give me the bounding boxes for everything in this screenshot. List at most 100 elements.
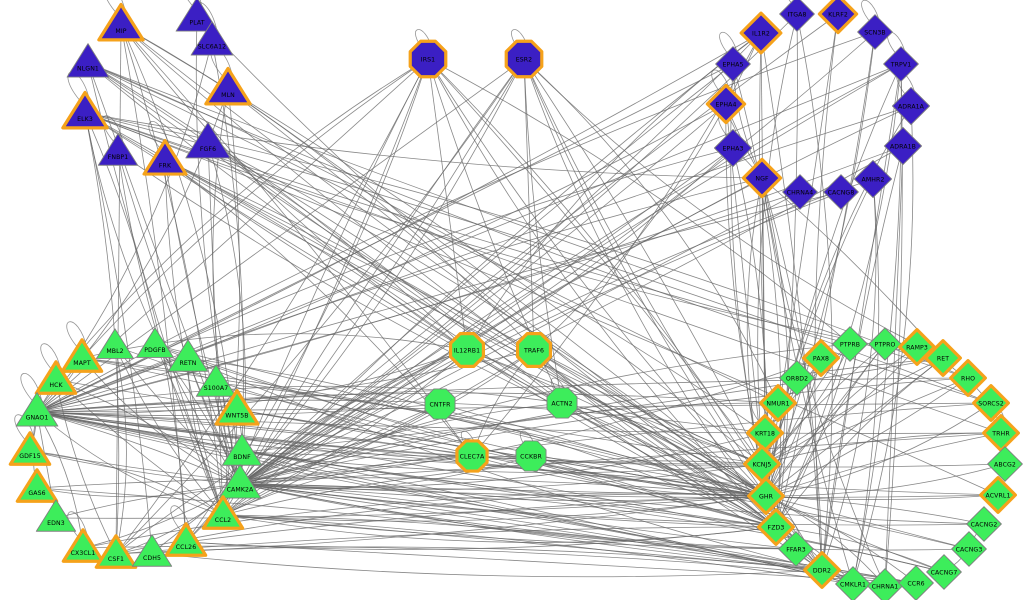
network-node[interactable] — [883, 46, 919, 82]
network-node[interactable] — [15, 468, 59, 503]
node-label: ITGA8 — [787, 12, 806, 19]
network-node[interactable] — [891, 86, 931, 126]
network-node[interactable] — [190, 21, 234, 56]
network-node[interactable] — [966, 506, 1002, 542]
network-node[interactable] — [221, 433, 263, 466]
network-node[interactable] — [61, 90, 109, 130]
node-label: PLAT — [189, 19, 204, 26]
network-node[interactable] — [835, 566, 871, 600]
network-node[interactable] — [926, 554, 962, 590]
network-node[interactable] — [823, 174, 859, 210]
network-node[interactable] — [34, 360, 78, 395]
node-label: FFAR3 — [786, 547, 806, 554]
edge — [222, 460, 763, 516]
network-node[interactable] — [972, 384, 1010, 422]
edge — [114, 345, 241, 485]
network-node[interactable] — [96, 328, 134, 359]
network-node[interactable] — [164, 522, 208, 557]
network-node[interactable] — [167, 339, 209, 372]
network-node[interactable] — [817, 0, 859, 35]
network-node[interactable] — [924, 339, 962, 377]
edge — [239, 463, 763, 491]
network-node[interactable] — [779, 0, 815, 32]
edge — [523, 58, 563, 404]
edge — [561, 402, 763, 465]
network-node[interactable] — [424, 388, 456, 420]
edge — [239, 432, 1002, 485]
network-node[interactable] — [94, 534, 138, 569]
network-node[interactable] — [131, 534, 173, 567]
node-label: ACVRL1 — [986, 493, 1011, 500]
node-label: ESR2 — [516, 57, 532, 64]
network-node[interactable] — [136, 327, 174, 358]
network-node[interactable] — [739, 11, 783, 55]
network-node[interactable] — [883, 126, 923, 166]
network-node[interactable] — [979, 476, 1017, 514]
node-label: CSF1 — [108, 556, 124, 563]
edge — [81, 357, 241, 485]
node-label: OR8D2 — [786, 376, 808, 383]
network-node[interactable] — [857, 14, 893, 50]
network-node[interactable] — [455, 439, 489, 473]
network-node[interactable] — [97, 2, 145, 42]
node-label: KRT18 — [755, 431, 775, 438]
network-node[interactable] — [515, 440, 547, 472]
network-node[interactable] — [97, 133, 139, 166]
node-layer[interactable] — [8, 0, 1023, 600]
network-node[interactable] — [868, 327, 902, 361]
network-node[interactable] — [715, 46, 751, 82]
network-node[interactable] — [898, 565, 934, 600]
network-node[interactable] — [759, 384, 797, 422]
network-node[interactable] — [60, 338, 104, 373]
network-node[interactable] — [448, 331, 486, 369]
network-node[interactable] — [15, 392, 59, 427]
network-node[interactable] — [778, 531, 814, 567]
self-loop-edge — [148, 121, 171, 151]
network-node[interactable] — [8, 431, 52, 466]
edge — [239, 31, 876, 485]
node-label: SLC6A12 — [198, 43, 226, 50]
network-node[interactable] — [832, 326, 868, 362]
network-node[interactable] — [802, 339, 840, 377]
network-node[interactable] — [867, 568, 903, 600]
network-node[interactable] — [204, 66, 252, 106]
edge — [765, 495, 970, 550]
network-node[interactable] — [504, 39, 544, 79]
network-node[interactable] — [195, 364, 237, 397]
edge — [82, 492, 767, 549]
edge — [765, 402, 992, 497]
network-node[interactable] — [218, 464, 262, 499]
network-node[interactable] — [214, 389, 260, 426]
network-node[interactable] — [779, 360, 815, 396]
network-node[interactable] — [747, 477, 785, 515]
node-label: AMHR2 — [862, 177, 885, 184]
network-node[interactable] — [987, 446, 1023, 482]
network-node[interactable] — [757, 508, 795, 546]
self-loop-edge — [14, 414, 36, 443]
edge — [523, 58, 763, 465]
network-node[interactable] — [705, 83, 747, 125]
network-node[interactable] — [175, 0, 219, 32]
network-node[interactable] — [803, 551, 841, 589]
network-node[interactable] — [515, 331, 553, 369]
edge — [36, 349, 468, 414]
edge — [115, 349, 468, 555]
network-node[interactable] — [408, 39, 448, 79]
network-node[interactable] — [66, 43, 110, 78]
network-node[interactable] — [35, 499, 77, 532]
network-node[interactable] — [201, 495, 245, 530]
network-node[interactable] — [61, 528, 105, 563]
network-node[interactable] — [898, 328, 936, 366]
network-node[interactable] — [185, 122, 231, 159]
network-node[interactable] — [782, 174, 818, 210]
network-node[interactable] — [713, 128, 753, 168]
node-label: PTPRO — [875, 342, 896, 349]
network-node[interactable] — [546, 387, 578, 419]
network-node[interactable] — [951, 531, 987, 567]
network-node[interactable] — [142, 139, 188, 176]
edge — [533, 349, 767, 497]
network-node[interactable] — [853, 159, 893, 199]
network-node[interactable] — [741, 157, 783, 199]
network-node[interactable] — [949, 359, 987, 397]
